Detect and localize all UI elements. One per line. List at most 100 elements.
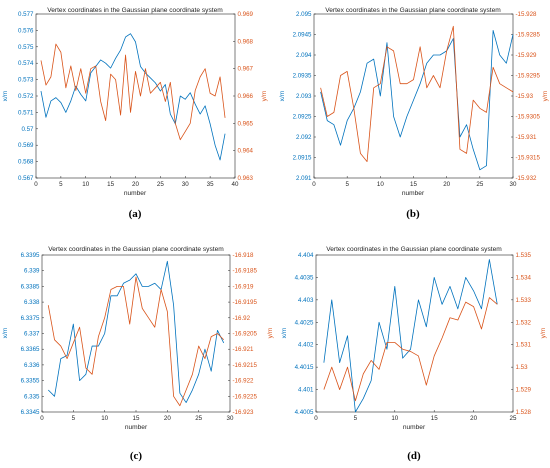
panel-a-xlabel: number xyxy=(124,190,147,197)
panel-b-ylabel-right: y/m xyxy=(542,90,549,101)
panel-a-xtick-label: 20 xyxy=(132,181,139,188)
panel-b-ytick-left-label: 2.0925 xyxy=(293,114,312,121)
panel-b-ytick-left-label: 2.095 xyxy=(296,11,312,18)
panel-b-series-left-line xyxy=(320,29,514,171)
panel-a-ylabel-right: y/m xyxy=(261,90,268,101)
panel-a-ytick-left-label: 0.567 xyxy=(18,175,34,182)
panel-a-ytick-left-label: 0.574 xyxy=(18,60,34,67)
panel-b-ytick-right-label: -15.9315 xyxy=(516,155,541,162)
panel-c-ytick-right-label: -16.9195 xyxy=(233,299,258,306)
panel-d-xtick-label: 10 xyxy=(391,415,398,422)
panel-a-xtick-label: 25 xyxy=(157,181,164,188)
panel-b-ytick-right-label: -15.9285 xyxy=(516,32,541,39)
panel-d-ytick-right-label: 1.534 xyxy=(516,274,532,281)
panel-d-ytick-left-label: 4.402 xyxy=(298,342,314,349)
panel-a-ytick-right-label: 0.964 xyxy=(238,148,254,155)
panel-c-ytick-left-label: 6.3385 xyxy=(21,283,40,290)
panel-b-ytick-left-label: 2.091 xyxy=(296,175,312,182)
panel-c-label: (c) xyxy=(130,450,143,462)
panel-c-xtick-label: 10 xyxy=(101,415,108,422)
panel-d-xtick-label: 25 xyxy=(510,415,517,422)
panel-c-ytick-right-label: -16.921 xyxy=(233,346,255,353)
panel-b-ytick-right-label: -15.9295 xyxy=(516,73,541,80)
panel-d-xlabel: number xyxy=(403,424,426,431)
panel-b-xtick-label: 10 xyxy=(377,181,384,188)
panel-d-ytick-right-label: 1.529 xyxy=(516,387,532,394)
panel-b-xtick-label: 20 xyxy=(443,181,450,188)
panel-d-ytick-left-label: 4.4025 xyxy=(295,319,314,326)
panel-c-ytick-left-label: 6.338 xyxy=(24,299,40,306)
panel-b-ytick-right-label: -15.928 xyxy=(516,11,538,18)
panel-d-ylabel-left: x/m xyxy=(281,327,288,338)
panel-c-ytick-left-label: 6.3375 xyxy=(21,315,40,322)
panel-a-ytick-right-label: 0.965 xyxy=(238,120,254,127)
panel-d-ytick-left-label: 4.4015 xyxy=(295,364,314,371)
panel-a-xtick-label: 15 xyxy=(107,181,114,188)
panel-b-ytick-right-label: -15.931 xyxy=(516,134,538,141)
panel-a-xtick-label: 35 xyxy=(207,181,214,188)
panel-c-xtick-label: 0 xyxy=(40,415,44,422)
panel-a-ytick-right-label: 0.963 xyxy=(238,175,254,182)
panel-a-ytick-left-label: 0.569 xyxy=(18,142,34,149)
panel-b-ytick-left-label: 2.093 xyxy=(296,93,312,100)
panel-c-ytick-left-label: 6.3355 xyxy=(21,378,40,385)
panel-d-ytick-left-label: 4.4035 xyxy=(295,274,314,281)
panel-c-ytick-right-label: -16.9185 xyxy=(233,268,258,275)
panel-a-ytick-right-label: 0.966 xyxy=(238,93,254,100)
panel-c-ytick-left-label: 6.336 xyxy=(24,362,40,369)
panel-c-xtick-label: 20 xyxy=(164,415,171,422)
panel-c-ytick-right-label: -16.919 xyxy=(233,283,255,290)
panel-d-ytick-right-label: 1.531 xyxy=(516,342,532,349)
panel-b-ytick-right-label: -15.93 xyxy=(516,93,534,100)
panel-b-ytick-left-label: 2.0945 xyxy=(293,32,312,39)
panel-c-ytick-left-label: 6.335 xyxy=(24,393,40,400)
panel-b-series-right-line xyxy=(320,25,514,163)
panel-a: Vertex coordinates in the Gaussian plane… xyxy=(2,7,268,220)
panel-c-ylabel-right: y/m xyxy=(267,327,274,338)
panel-a-xtick-label: 5 xyxy=(59,181,63,188)
panel-c-ytick-left-label: 6.337 xyxy=(24,331,40,338)
panel-d-ytick-left-label: 4.404 xyxy=(298,252,314,259)
panel-b-title: Vertex coordinates in the Gaussian plane… xyxy=(325,7,501,14)
panel-d-xtick-label: 15 xyxy=(431,415,438,422)
panel-a-ytick-left-label: 0.575 xyxy=(18,44,34,51)
panel-a-series-right-line xyxy=(40,43,226,141)
panel-d-series-right-line xyxy=(323,297,498,402)
panel-a-ytick-left-label: 0.571 xyxy=(18,109,34,116)
panel-b-xlabel: number xyxy=(402,190,425,197)
panel-a-ytick-right-label: 0.967 xyxy=(238,66,254,73)
panel-b-ytick-left-label: 2.0935 xyxy=(293,73,312,80)
panel-b-ytick-left-label: 2.094 xyxy=(296,52,312,59)
panel-c-ytick-left-label: 6.3365 xyxy=(21,346,40,353)
panel-a-ytick-left-label: 0.572 xyxy=(18,93,34,100)
panel-a-xtick-label: 10 xyxy=(82,181,89,188)
panel-a-ytick-right-label: 0.968 xyxy=(238,38,254,45)
panel-c-xtick-label: 25 xyxy=(195,415,202,422)
panel-d-ytick-right-label: 1.528 xyxy=(516,409,532,416)
panel-b-ytick-right-label: -15.932 xyxy=(516,175,538,182)
panel-c-ytick-right-label: -16.92 xyxy=(233,315,251,322)
panel-a-ytick-left-label: 0.568 xyxy=(18,159,34,166)
panel-c-ytick-left-label: 6.3395 xyxy=(21,252,40,259)
panel-a-ytick-left-label: 0.576 xyxy=(18,27,34,34)
panel-c-title: Vertex coordinates in the Gaussian plane… xyxy=(48,246,224,253)
panel-a-ytick-left-label: 0.577 xyxy=(18,11,34,18)
panel-d-ytick-right-label: 1.53 xyxy=(516,364,529,371)
panel-c-ytick-right-label: -16.923 xyxy=(233,409,255,416)
panel-b-xtick-label: 0 xyxy=(312,181,316,188)
panel-c-series-right-line xyxy=(47,276,225,407)
panel-b-xtick-label: 30 xyxy=(510,181,517,188)
panel-c-ytick-right-label: -16.922 xyxy=(233,378,255,385)
panel-b-ytick-right-label: -15.9305 xyxy=(516,114,541,121)
panel-b-ytick-right-label: -15.929 xyxy=(516,52,538,59)
panel-d: Vertex coordinates in the Gaussian plane… xyxy=(281,246,547,462)
panel-a-ylabel-left: x/m xyxy=(2,90,9,101)
panel-a-ytick-left-label: 0.57 xyxy=(21,126,34,133)
panel-b-xtick-label: 5 xyxy=(345,181,349,188)
panel-a-ytick-right-label: 0.969 xyxy=(238,11,254,18)
panel-d-ytick-right-label: 1.535 xyxy=(516,252,532,259)
panel-d-frame xyxy=(315,254,514,413)
panel-c-xtick-label: 15 xyxy=(133,415,140,422)
panel-c-ytick-right-label: -16.9205 xyxy=(233,331,258,338)
